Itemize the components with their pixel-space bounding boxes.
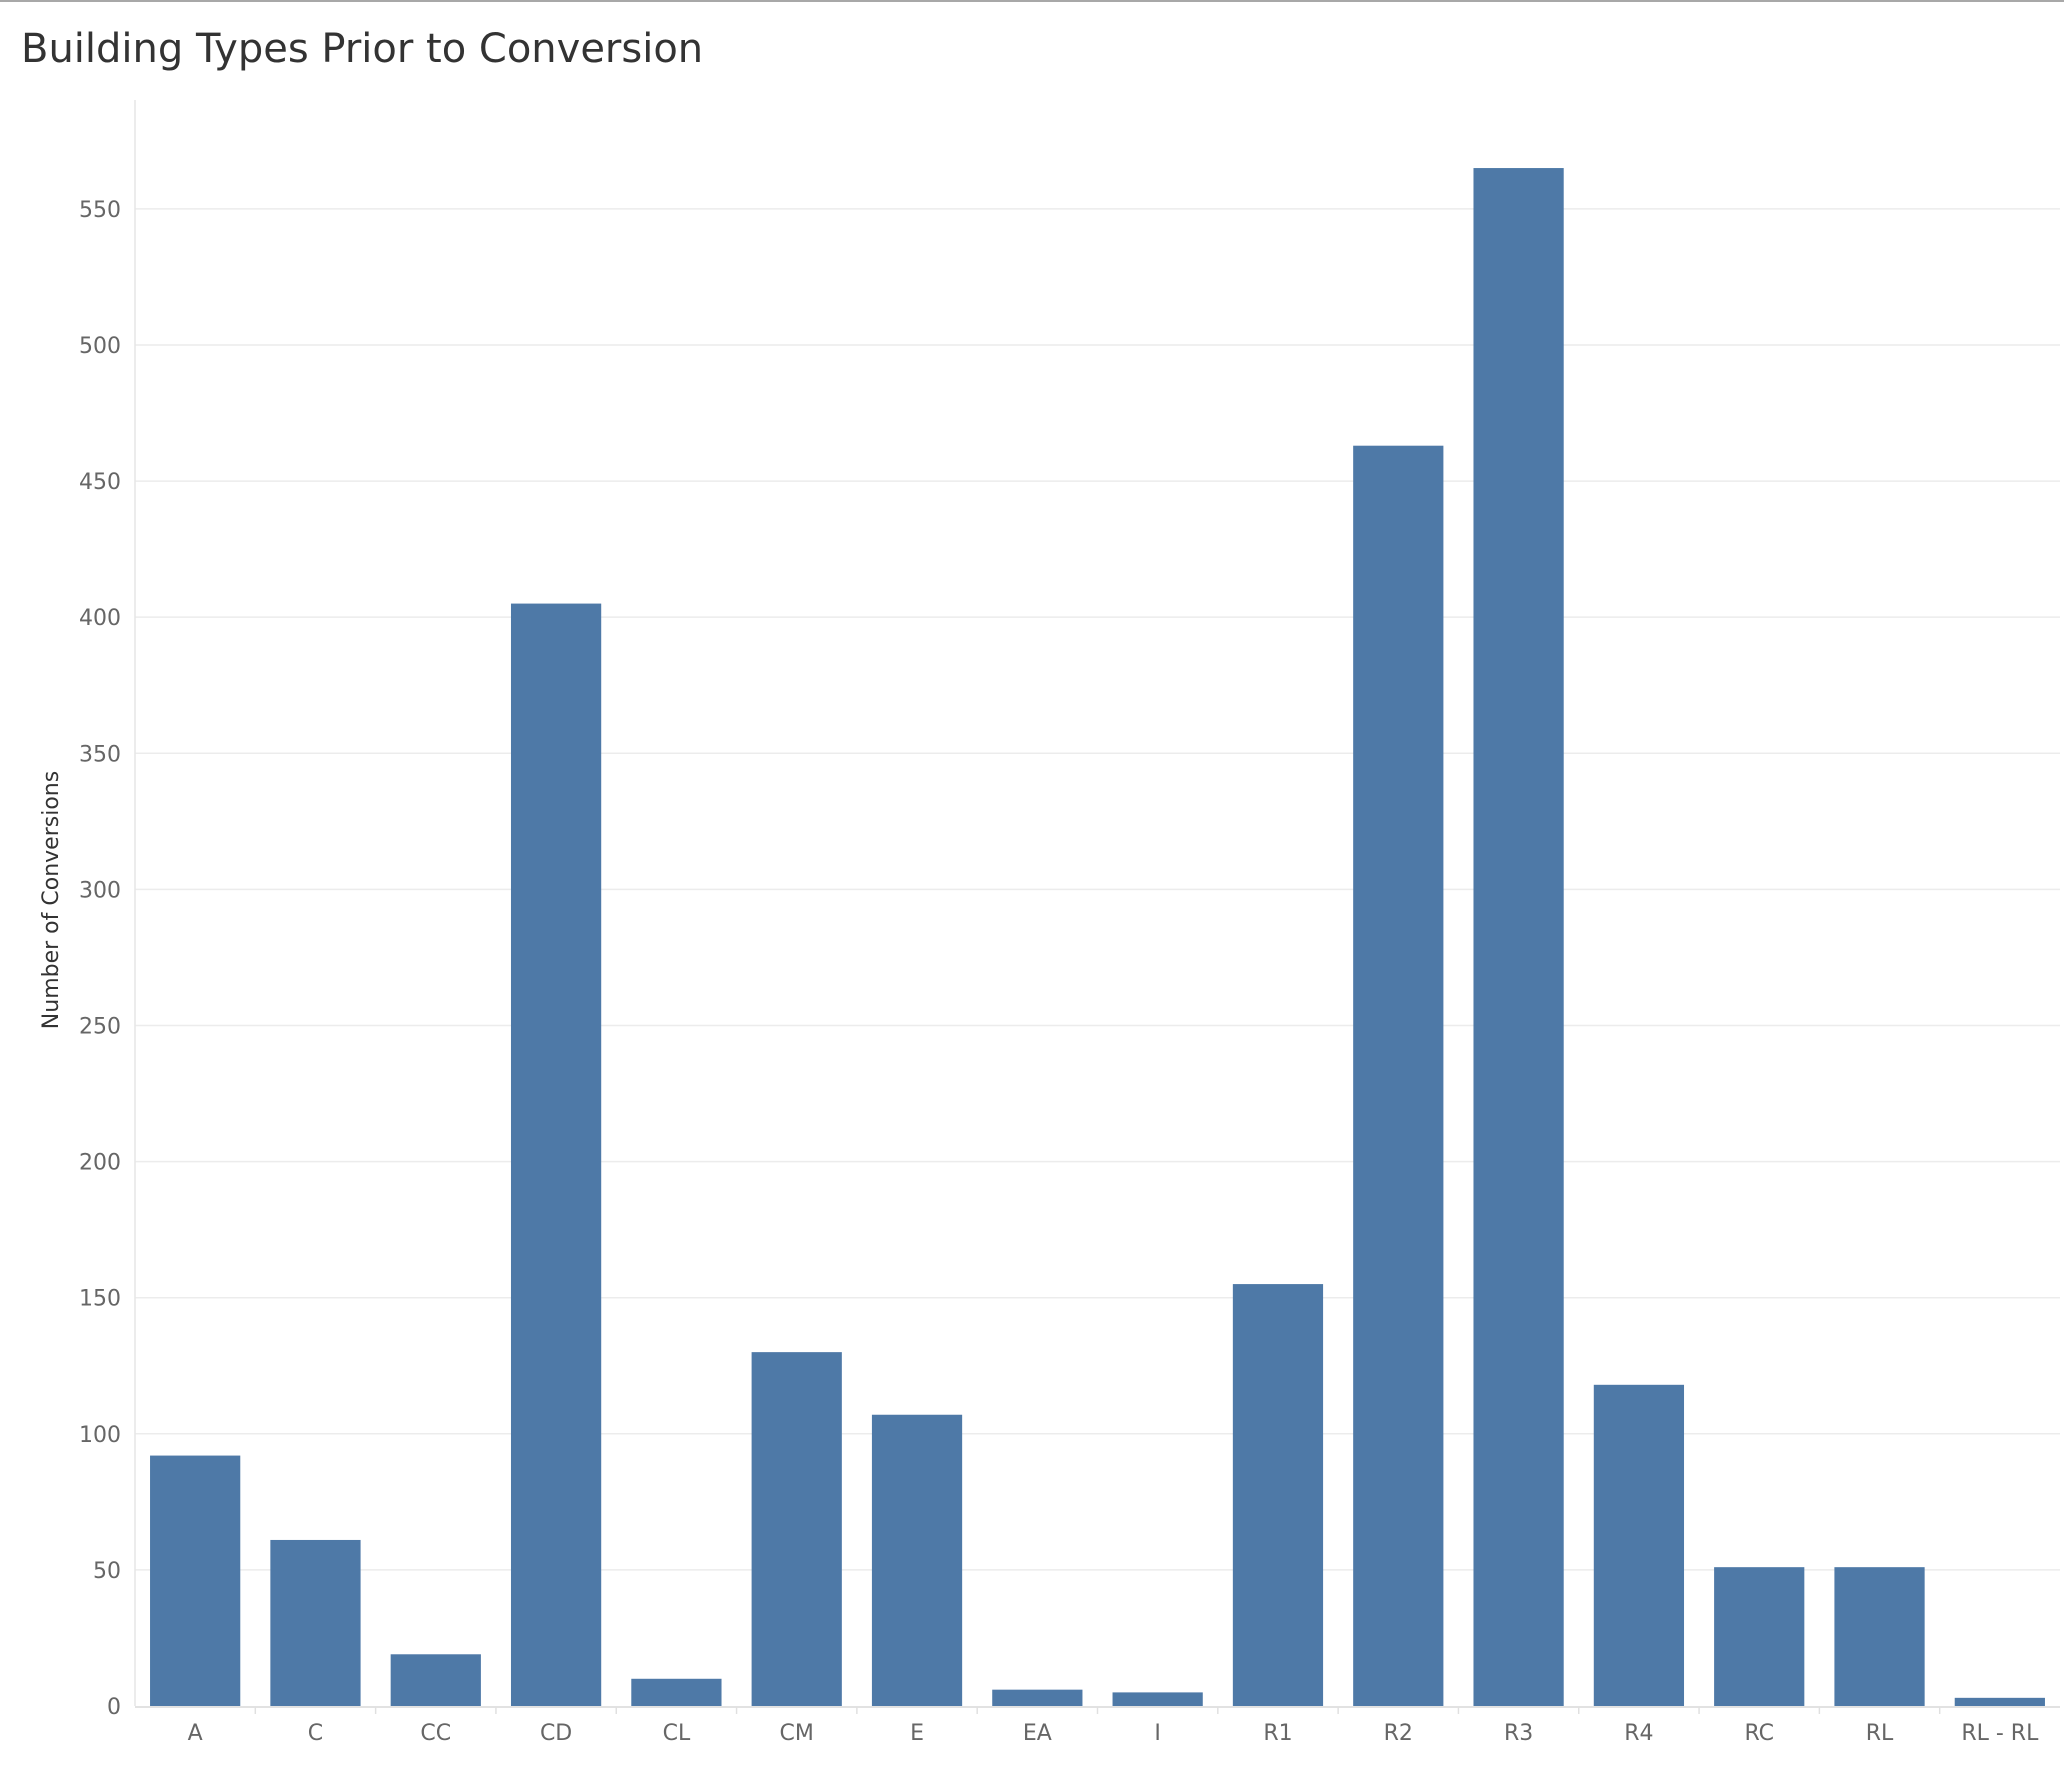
y-tick-label: 50	[93, 1559, 121, 1584]
y-axis-title: Number of Conversions	[39, 771, 64, 1029]
bar-r2[interactable]	[1353, 445, 1444, 1707]
x-tick-label: R4	[1624, 1721, 1653, 1746]
bar-cd[interactable]	[510, 603, 602, 1706]
bar-c[interactable]	[270, 1539, 361, 1706]
x-tick-labels: A C CC CD CL CM E EA I R1 R2 R3 R4 RC RL RL - RL	[188, 1721, 2039, 1746]
bar-rl[interactable]	[1834, 1567, 1925, 1706]
x-tick-label: A	[188, 1721, 203, 1746]
bar-cl[interactable]	[631, 1678, 722, 1706]
x-tick-label: I	[1154, 1721, 1161, 1746]
x-tick-label: CM	[780, 1721, 814, 1746]
y-tick-label: 250	[79, 1014, 121, 1039]
x-tick-label: RC	[1744, 1721, 1774, 1746]
x-tick-label: R2	[1384, 1721, 1413, 1746]
y-tick-label: 550	[79, 198, 121, 223]
chart-title: Building Types Prior to Conversion	[21, 26, 704, 72]
bar-a[interactable]	[150, 1455, 241, 1706]
y-tick-label: 150	[79, 1287, 121, 1312]
bar-i[interactable]	[1112, 1692, 1203, 1706]
bar-cm[interactable]	[751, 1352, 842, 1706]
bar-e[interactable]	[871, 1414, 963, 1706]
y-tick-labels: 0 50 100 150 200 250 300 350 400 450 500 550	[79, 198, 121, 1720]
x-tick-label: R1	[1263, 1721, 1292, 1746]
bar-ea[interactable]	[992, 1689, 1083, 1706]
x-tick-label: RL - RL	[1961, 1721, 2039, 1746]
y-tick-label: 450	[79, 470, 121, 495]
y-tick-label: 100	[79, 1423, 121, 1448]
bar-cc[interactable]	[390, 1654, 481, 1706]
x-tick-label: E	[910, 1721, 924, 1746]
bar-r1[interactable]	[1232, 1284, 1324, 1706]
bar-rc[interactable]	[1714, 1567, 1805, 1706]
y-tick-label: 350	[79, 742, 121, 767]
y-tick-label: 300	[79, 878, 121, 903]
gridlines	[135, 208, 2060, 1571]
y-tick-label: 0	[107, 1695, 121, 1720]
y-tick-label: 400	[79, 606, 121, 631]
x-tick-label: C	[308, 1721, 323, 1746]
top-border	[0, 0, 2064, 2]
x-tick-label: CC	[420, 1721, 451, 1746]
axes	[134, 100, 2060, 1714]
bars	[150, 168, 2045, 1707]
x-tick-label: EA	[1023, 1721, 1052, 1746]
x-tick-label: CL	[663, 1721, 691, 1746]
bar-rl-rl[interactable]	[1954, 1697, 2045, 1706]
x-tick-label: CD	[540, 1721, 572, 1746]
x-tick-label: RL	[1866, 1721, 1894, 1746]
bar-r4[interactable]	[1593, 1384, 1685, 1706]
y-tick-label: 500	[79, 334, 121, 359]
y-tick-label: 200	[79, 1151, 121, 1176]
bar-r3[interactable]	[1473, 168, 1564, 1707]
x-tick-label: R3	[1504, 1721, 1533, 1746]
